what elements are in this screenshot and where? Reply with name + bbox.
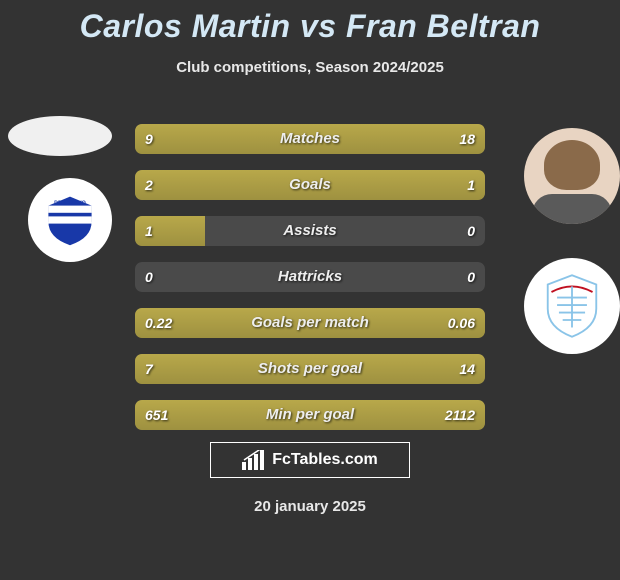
subtitle: Club competitions, Season 2024/2025 <box>0 59 620 76</box>
player-photo-right <box>524 128 620 224</box>
brand-logo: FcTables.com <box>210 442 410 478</box>
stat-label: Assists <box>135 216 485 246</box>
stat-row: 714Shots per goal <box>135 354 485 384</box>
stat-row: 6512112Min per goal <box>135 400 485 430</box>
stat-label: Matches <box>135 124 485 154</box>
club-crest-left: DEPORTIVO <box>28 178 112 262</box>
stats-container: 918Matches 21Goals 10Assists 00Hattricks 0.2… <box>135 124 485 446</box>
page-title: Carlos Martin vs Fran Beltran <box>0 0 620 45</box>
player-photo-left <box>8 116 112 156</box>
celta-crest-icon <box>544 273 600 339</box>
stat-label: Shots per goal <box>135 354 485 384</box>
stat-label: Hattricks <box>135 262 485 292</box>
brand-text: FcTables.com <box>272 451 378 469</box>
stat-row: 10Assists <box>135 216 485 246</box>
stat-label: Min per goal <box>135 400 485 430</box>
stat-row: 918Matches <box>135 124 485 154</box>
svg-text:DEPORTIVO: DEPORTIVO <box>54 201 86 207</box>
club-crest-right <box>524 258 620 354</box>
fctables-chart-icon <box>242 450 266 470</box>
footer-date: 20 january 2025 <box>0 498 620 515</box>
stat-row: 00Hattricks <box>135 262 485 292</box>
stat-row: 0.220.06Goals per match <box>135 308 485 338</box>
stat-label: Goals per match <box>135 308 485 338</box>
stat-row: 21Goals <box>135 170 485 200</box>
stat-label: Goals <box>135 170 485 200</box>
alaves-crest-icon: DEPORTIVO <box>43 193 97 247</box>
